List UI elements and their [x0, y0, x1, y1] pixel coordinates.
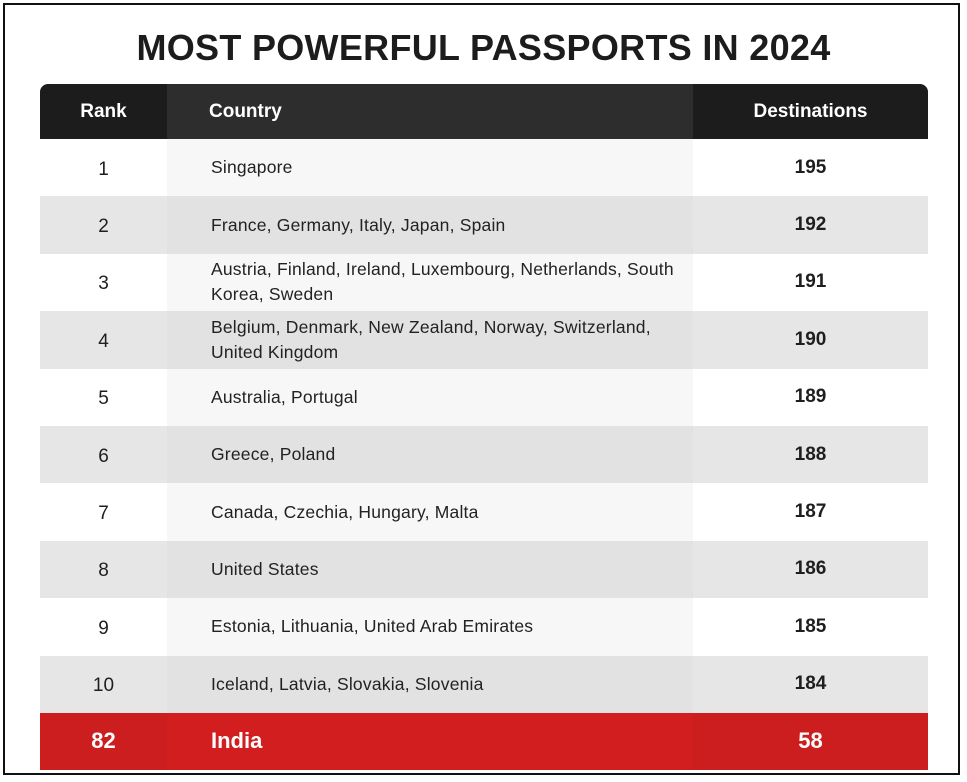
highlight-row: 82 India 58 [40, 712, 928, 770]
destinations-cell: 190 [794, 328, 827, 350]
table-row: 5 Australia, Portugal 189 [40, 368, 928, 426]
country-cell: Iceland, Latvia, Slovakia, Slovenia [167, 655, 693, 713]
destinations-cell: 189 [794, 386, 827, 408]
country-cell: Australia, Portugal [167, 368, 693, 426]
destinations-cell: 187 [794, 501, 827, 523]
rank-cell: 3 [98, 273, 109, 295]
destinations-cell: 185 [794, 615, 827, 637]
country-cell: United States [167, 540, 693, 599]
header-rank: Rank [80, 100, 127, 122]
highlight-destinations: 58 [798, 728, 823, 754]
destinations-cell: 192 [794, 214, 827, 236]
rank-cell: 5 [98, 388, 109, 410]
rank-cell: 7 [98, 503, 109, 525]
table-row: 8 United States 186 [40, 540, 928, 599]
country-cell: Estonia, Lithuania, United Arab Emirates [167, 598, 693, 656]
table-row: 10 Iceland, Latvia, Slovakia, Slovenia 184 [40, 655, 928, 713]
destinations-cell: 191 [794, 271, 827, 293]
highlight-rank: 82 [91, 728, 116, 754]
chart-title: MOST POWERFUL PASSPORTS IN 2024 [136, 27, 831, 68]
country-cell: Austria, Finland, Ireland, Luxembourg, N… [167, 253, 693, 312]
country-cell: Singapore [167, 139, 693, 197]
table-row: 6 Greece, Poland 188 [40, 425, 928, 484]
table-row: 3 Austria, Finland, Ireland, Luxembourg, … [40, 253, 928, 312]
table-row: 9 Estonia, Lithuania, United Arab Emirate… [40, 598, 928, 656]
rank-cell: 10 [92, 675, 115, 697]
table-header-row: Rank Country Destinations [40, 84, 928, 139]
rank-cell: 2 [98, 216, 109, 238]
table-row: 4 Belgium, Denmark, New Zealand, Norway, … [40, 311, 928, 369]
country-cell: France, Germany, Italy, Japan, Spain [167, 196, 693, 254]
destinations-cell: 195 [794, 156, 827, 178]
table-row: 2 France, Germany, Italy, Japan, Spain 192 [40, 196, 928, 254]
passport-ranking-table: Rank Country Destinations 1 Singapore 195 2… [40, 84, 928, 774]
rank-cell: 4 [98, 330, 109, 352]
header-destinations: Destinations [753, 100, 868, 122]
table-row: 7 Canada, Czechia, Hungary, Malta 187 [40, 483, 928, 541]
destinations-cell: 184 [794, 673, 827, 695]
highlight-country: India [167, 712, 693, 770]
rank-cell: 8 [98, 560, 109, 582]
table-row: 1 Singapore 195 [40, 139, 928, 197]
table-body: 1 Singapore 195 2 France, Germany, Italy, Ja… [40, 139, 928, 713]
rank-cell: 9 [98, 617, 109, 639]
destinations-cell: 186 [794, 558, 827, 580]
rank-cell: 6 [98, 445, 109, 467]
country-cell: Belgium, Denmark, New Zealand, Norway, S… [167, 311, 693, 369]
country-cell: Canada, Czechia, Hungary, Malta [167, 483, 693, 541]
country-cell: Greece, Poland [167, 425, 693, 484]
destinations-cell: 188 [794, 443, 827, 465]
rank-cell: 1 [98, 158, 109, 180]
header-country: Country [167, 84, 693, 139]
